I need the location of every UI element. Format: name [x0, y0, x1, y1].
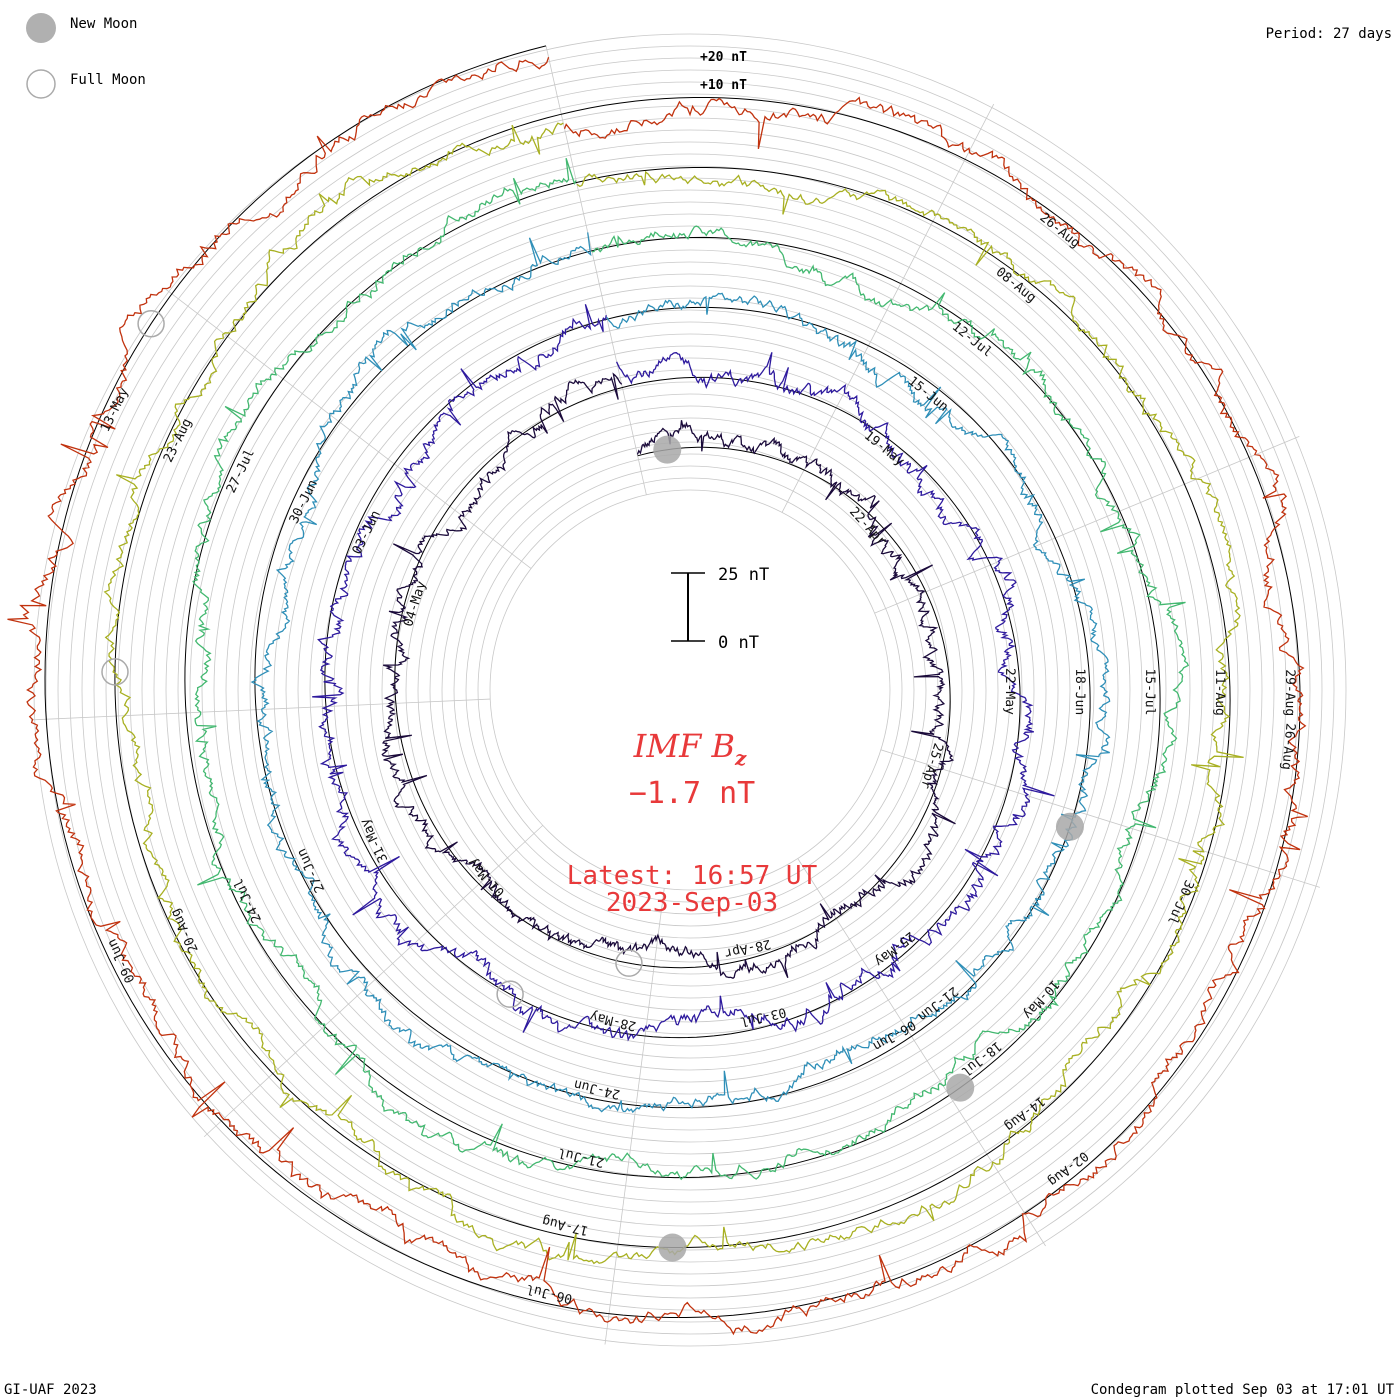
new-moon-legend-label: New Moon	[70, 16, 137, 32]
trace-rotation-12-Jun	[250, 232, 1111, 1114]
grid-ring	[153, 153, 1227, 1227]
grid-ring	[369, 369, 1011, 1011]
footer-plotted: Condegram plotted Sep 03 at 17:01 UT	[1091, 1382, 1395, 1398]
grid-spoke	[797, 858, 1046, 1247]
full-moon-marker	[496, 980, 524, 1008]
grid-ring	[129, 129, 1251, 1251]
new-moon-marker	[653, 435, 682, 464]
date-tick-label: 25-Apr	[917, 741, 945, 790]
footer-credit: GI-UAF 2023	[4, 1382, 97, 1398]
grid-ring	[297, 297, 1083, 1083]
grid-ring	[333, 333, 1047, 1047]
full-moon-marker	[615, 949, 643, 977]
grid-ring	[189, 189, 1191, 1191]
zero-baselines	[44, 45, 1301, 1318]
grid-spoke	[874, 435, 1300, 614]
grid-ring	[309, 309, 1071, 1071]
trace-rotation-16-May	[312, 304, 1055, 1042]
grid-ring	[165, 165, 1215, 1215]
full-moon-legend-label: Full Moon	[70, 72, 146, 88]
grid-ring	[381, 381, 999, 999]
new-moon-marker	[658, 1233, 687, 1262]
grid-spoke	[880, 749, 1320, 888]
grid-ring	[33, 33, 1347, 1347]
scale-label-20: +20 nT	[700, 50, 747, 65]
grid-ring	[357, 357, 1023, 1023]
current-value: −1.7 nT	[629, 776, 755, 811]
full-moon-marker	[137, 309, 165, 338]
date-tick-label: 18-Jun	[1072, 668, 1087, 715]
trace-rotation-19-Apr	[381, 372, 956, 979]
new-moon-legend-icon	[26, 13, 56, 43]
date-tick-label: 28-Apr	[723, 936, 772, 961]
grid-ring	[177, 177, 1203, 1203]
grid-ring	[285, 285, 1095, 1095]
full-moon-legend-icon	[26, 69, 56, 99]
scale-bar: 25 nT 0 nT	[671, 565, 769, 653]
grid-ring	[477, 477, 903, 903]
trace-rotation-05-Aug	[103, 122, 1244, 1265]
grid-ring	[69, 69, 1311, 1311]
full-moon-marker	[101, 658, 129, 686]
grid-ring	[489, 489, 891, 891]
date-tick-label: 11-Aug	[1212, 669, 1227, 716]
grid-spoke	[165, 288, 532, 569]
date-tick-label: 17-Aug	[541, 1213, 590, 1238]
data-traces	[7, 56, 1308, 1336]
date-tick-label: 26-Aug	[1278, 722, 1297, 770]
date-tick-label: 03-Jul	[738, 1004, 787, 1029]
grid-ring	[441, 441, 939, 939]
grid-ring	[225, 225, 1155, 1155]
grid-ring	[453, 453, 927, 927]
grid-ring	[45, 45, 1335, 1335]
grid-spoke	[545, 45, 647, 495]
new-moon-marker	[946, 1073, 975, 1102]
grid-ring	[273, 273, 1107, 1107]
grid-ring	[105, 105, 1275, 1275]
grid-ring	[57, 57, 1323, 1323]
grid-spoke	[203, 825, 544, 1138]
trace-rotation-09-Jul	[192, 157, 1190, 1181]
latest-time: Latest: 16:57 UT	[567, 861, 818, 891]
zero-baseline-spiral	[44, 45, 1301, 1318]
grid-rings	[33, 33, 1347, 1347]
date-tick-label: 15-Jul	[1142, 668, 1157, 715]
new-moon-marker	[1055, 812, 1084, 841]
legend: New Moon Full Moon	[26, 13, 146, 99]
grid-ring	[345, 345, 1035, 1035]
grid-spoke	[781, 103, 995, 513]
grid-ring	[93, 93, 1287, 1287]
scale-label-10: +10 nT	[700, 78, 747, 93]
grid-ring	[417, 417, 963, 963]
chart-title-sub: z	[734, 746, 747, 770]
latest-date: 2023-Sep-03	[606, 888, 778, 918]
grid-ring	[201, 201, 1179, 1179]
grid-ring	[321, 321, 1059, 1059]
chart-title: IMF Bz	[633, 727, 747, 770]
grid-ring	[249, 249, 1131, 1131]
grid-ring	[261, 261, 1119, 1119]
grid-ring	[405, 405, 975, 975]
date-tick-label: 29-Aug	[1282, 669, 1297, 716]
period-label: Period: 27 days	[1266, 26, 1392, 42]
grid-spoke	[604, 888, 665, 1345]
grid-ring	[393, 393, 987, 987]
trace-rotation-02-Sep	[7, 56, 1308, 1336]
moon-markers	[101, 309, 1084, 1262]
date-tick-label: 28-May	[588, 1008, 637, 1033]
grid-ring	[213, 213, 1167, 1167]
chart-title-main: IMF B	[633, 727, 735, 765]
scale-bar-top-label: 25 nT	[718, 565, 769, 585]
grid-spoke	[30, 698, 491, 721]
grid-spokes	[30, 45, 1320, 1345]
grid-ring	[465, 465, 915, 915]
scale-bar-bottom-label: 0 nT	[718, 633, 759, 653]
grid-ring	[117, 117, 1263, 1263]
grid-ring	[141, 141, 1239, 1239]
date-tick-label: 22-May	[1002, 668, 1017, 715]
grid-ring	[81, 81, 1299, 1299]
